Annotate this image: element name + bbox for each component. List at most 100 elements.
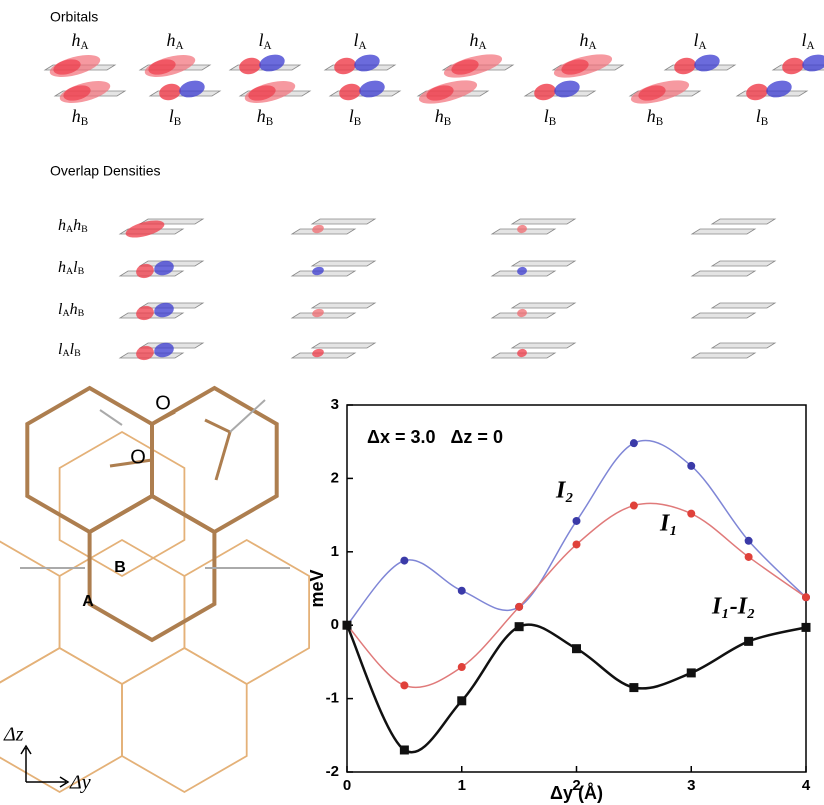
slab [712, 303, 775, 308]
data-point [343, 621, 352, 630]
slab [312, 219, 375, 224]
legend-label: I₁ [659, 511, 678, 537]
data-point [458, 587, 466, 595]
orbital-blob [552, 78, 581, 100]
label-main: h [257, 106, 266, 126]
orbital-label: lA [353, 30, 366, 51]
orbital-blob [237, 55, 262, 76]
label-main: h [70, 301, 78, 318]
slab [512, 343, 575, 348]
slab [292, 271, 355, 276]
label-subscript: A [478, 40, 486, 52]
label-subscript: B [444, 116, 451, 128]
data-point [630, 439, 638, 447]
plot-frame [347, 405, 806, 772]
y-tick-label: 1 [331, 543, 339, 560]
y-tick-label: 0 [331, 616, 339, 633]
label-main: h [58, 217, 66, 234]
label-subscript: A [698, 40, 706, 52]
anhydride-ring [110, 412, 230, 480]
label-main: h [435, 106, 444, 126]
data-point [802, 593, 810, 601]
slab [312, 343, 375, 348]
orbital-blob [337, 81, 362, 102]
orbital-label: lA [801, 30, 814, 51]
data-point [400, 557, 408, 565]
orbital-label: hA [579, 30, 596, 51]
series-line [347, 625, 806, 753]
label-subscript: A [80, 40, 88, 52]
data-point [687, 668, 696, 677]
label-main: h [579, 30, 588, 50]
x-axis-label: Δy (Å) [550, 783, 603, 803]
slab [512, 261, 575, 266]
orbital-blob [157, 81, 182, 102]
orbital-label: lAhB [58, 301, 85, 320]
data-point [745, 537, 753, 545]
slab [712, 219, 775, 224]
orbital-blob [257, 52, 286, 74]
orbital-blob [744, 81, 769, 102]
slab [512, 303, 575, 308]
label-subscript: B [549, 116, 556, 128]
orbital-label: hB [72, 106, 88, 127]
label-subscript: A [806, 40, 814, 52]
orbital-label: lB [756, 106, 768, 127]
data-point [687, 462, 695, 470]
y-tick-label: 3 [331, 396, 339, 413]
label-subscript: B [174, 116, 181, 128]
orbital-label: lA [693, 30, 706, 51]
label-subscript: B [761, 116, 768, 128]
orbital-label: hAlB [58, 259, 85, 278]
orbital-label: hAhB [58, 217, 88, 236]
annotation: Δx = 3.0 Δz = 0 [367, 427, 503, 447]
slab [292, 353, 355, 358]
data-point [802, 623, 811, 632]
legend-label: I₁-I₂ [711, 594, 755, 620]
ring [0, 648, 122, 792]
label-main: h [469, 30, 478, 50]
data-point [457, 696, 466, 705]
data-point [630, 502, 638, 510]
atom-label: O [155, 392, 171, 414]
atom-label: A [82, 593, 94, 610]
x-tick-label: 3 [687, 777, 695, 794]
label-subscript: B [78, 266, 85, 277]
data-point [687, 510, 695, 518]
label-subscript: A [588, 40, 596, 52]
orbital-label: lA [258, 30, 271, 51]
y-tick-label: -1 [326, 690, 339, 707]
orbital-blob [532, 81, 557, 102]
data-point [572, 644, 581, 653]
label-subscript: A [358, 40, 366, 52]
orbital-label: hA [469, 30, 486, 51]
orbital-label: hA [166, 30, 183, 51]
axis-y-label: Δy [69, 772, 91, 794]
orbital-label: lAlB [58, 341, 81, 360]
orbital-label: hA [71, 30, 88, 51]
x-tick-label: 0 [343, 777, 351, 794]
data-point [400, 745, 409, 754]
data-point [400, 681, 408, 689]
orbital-label: lB [544, 106, 556, 127]
slab [292, 229, 355, 234]
data-point [629, 683, 638, 692]
atom-label: B [114, 559, 126, 576]
orbital-blob [332, 55, 357, 76]
data-point [573, 517, 581, 525]
slab [692, 271, 755, 276]
orbitals-title: Orbitals [50, 9, 98, 25]
data-point [458, 663, 466, 671]
data-point [515, 603, 523, 611]
slab [312, 261, 375, 266]
label-subscript: A [263, 40, 271, 52]
label-subscript: B [656, 116, 663, 128]
orbital-blob [692, 52, 721, 74]
y-tick-label: 2 [331, 469, 339, 486]
x-tick-label: 4 [802, 777, 811, 794]
overlap-title: Overlap Densities [50, 163, 161, 179]
label-subscript: B [81, 224, 88, 235]
label-main: h [71, 30, 80, 50]
figure: Orbitals Overlap Densities hAhAlAlAhAhAl… [0, 0, 824, 805]
label-subscript: B [354, 116, 361, 128]
